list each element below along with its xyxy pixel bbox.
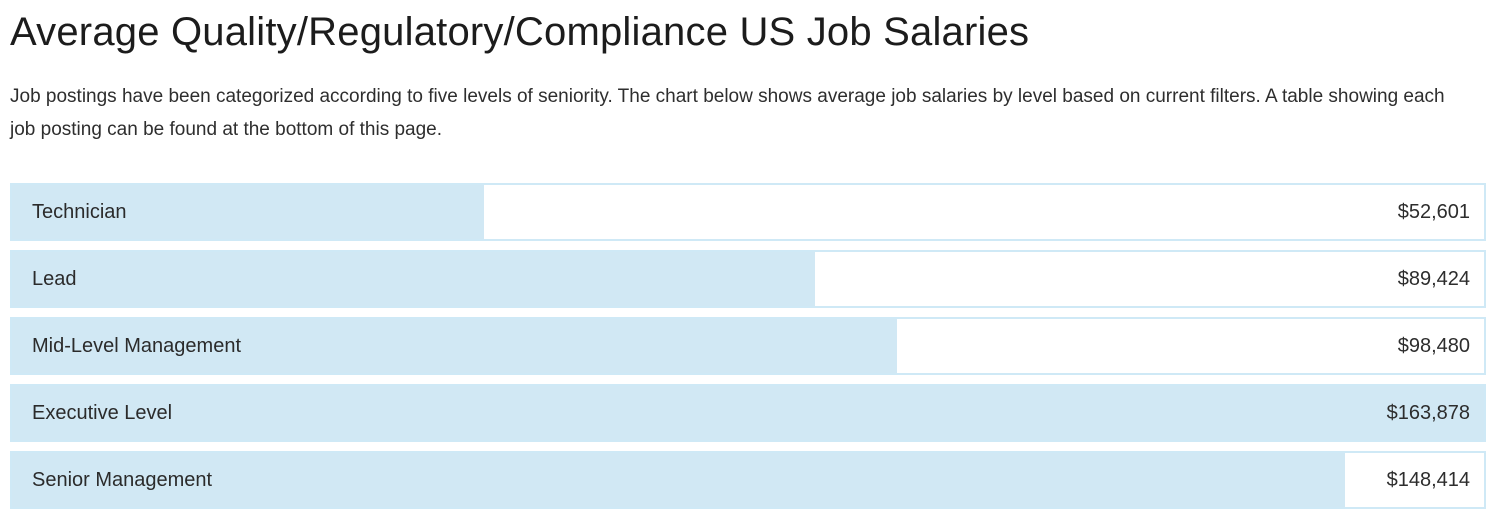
page-description: Job postings have been categorized accor… <box>10 86 1445 140</box>
bar-fill <box>12 252 816 306</box>
bar-row[interactable]: Lead $89,424 <box>10 250 1486 308</box>
bar-row[interactable]: Executive Level $163,878 <box>10 384 1486 442</box>
bar-fill <box>12 319 897 373</box>
bar-label: Mid-Level Management <box>32 334 241 357</box>
bar-value: $52,601 <box>1397 200 1470 223</box>
bar-fill <box>12 386 1484 440</box>
bar-label: Senior Management <box>32 468 213 491</box>
bar-value: $98,480 <box>1397 334 1470 357</box>
bar-value: $148,414 <box>1386 468 1470 491</box>
bar-row[interactable]: Mid-Level Management $98,480 <box>10 317 1486 375</box>
bar-row[interactable]: Technician $52,601 <box>10 183 1486 241</box>
bar-value: $89,424 <box>1397 267 1470 290</box>
bar-label: Lead <box>32 267 77 290</box>
bar-fill <box>12 185 485 239</box>
page-title: Average Quality/Regulatory/Compliance US… <box>10 10 1030 54</box>
bar-fill <box>12 453 1346 507</box>
bar-label: Executive Level <box>32 401 173 424</box>
bar-value: $163,878 <box>1386 401 1470 424</box>
bar-label: Technician <box>32 200 127 223</box>
salary-bar-chart: Technician $52,601 Lead $89,424 Mid-Leve… <box>10 183 1486 509</box>
bar-row[interactable]: Senior Management $148,414 <box>10 451 1486 509</box>
